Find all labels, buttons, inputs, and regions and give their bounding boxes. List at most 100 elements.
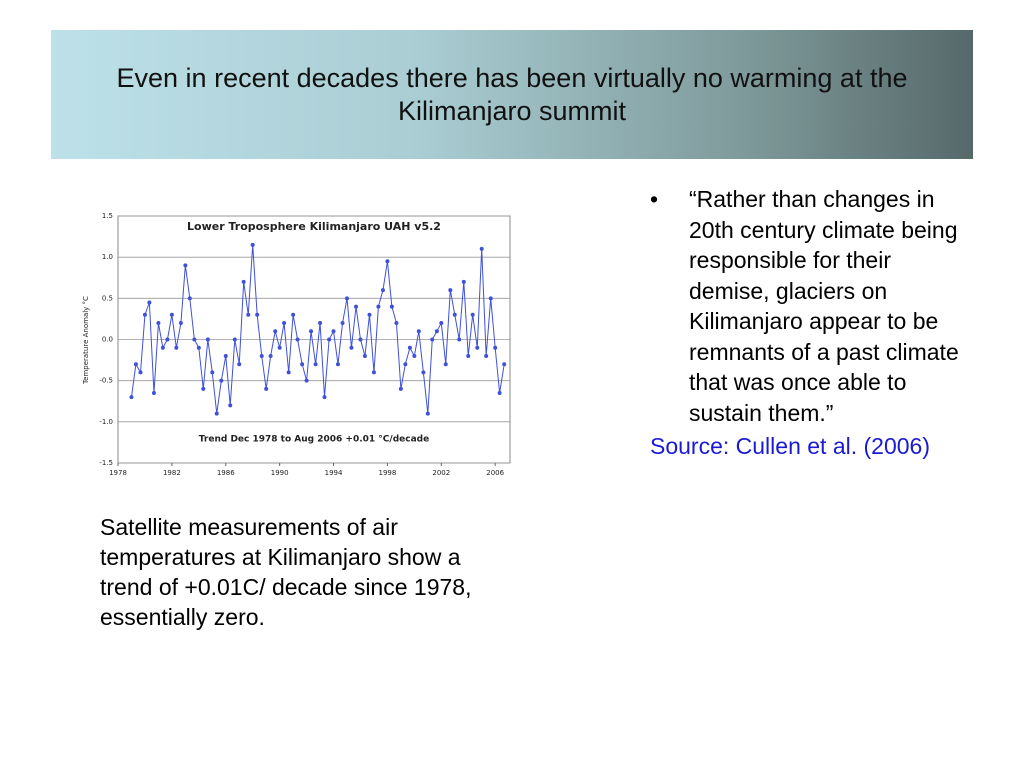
data-point bbox=[466, 353, 471, 358]
slide-title: Even in recent decades there has been vi… bbox=[116, 62, 908, 126]
data-point bbox=[129, 395, 134, 400]
data-point bbox=[425, 411, 430, 416]
bullet-dot: • bbox=[650, 186, 659, 212]
data-point bbox=[367, 312, 372, 317]
data-point bbox=[192, 337, 197, 342]
x-tick-label: 2006 bbox=[486, 469, 504, 477]
data-point bbox=[443, 362, 448, 367]
data-point bbox=[273, 329, 278, 334]
data-point bbox=[421, 370, 426, 375]
data-point bbox=[169, 312, 174, 317]
data-point bbox=[475, 345, 480, 350]
data-point bbox=[479, 246, 484, 251]
data-point bbox=[412, 353, 417, 358]
y-tick-label: 0.5 bbox=[102, 294, 113, 302]
x-tick-label: 1978 bbox=[109, 469, 127, 477]
data-point bbox=[291, 312, 296, 317]
data-point bbox=[403, 362, 408, 367]
bullet: • “Rather than changes in 20th century cl… bbox=[650, 184, 970, 428]
data-point bbox=[295, 337, 300, 342]
data-point bbox=[380, 288, 385, 293]
x-tick-label: 1990 bbox=[271, 469, 289, 477]
data-point bbox=[335, 362, 340, 367]
y-axis-label: Temperature Anomaly °C bbox=[82, 296, 90, 385]
data-point bbox=[133, 362, 138, 367]
data-point bbox=[210, 370, 215, 375]
data-point bbox=[362, 353, 367, 358]
data-point bbox=[484, 353, 489, 358]
data-point bbox=[205, 337, 210, 342]
data-point bbox=[376, 304, 381, 309]
data-point bbox=[322, 395, 327, 400]
data-point bbox=[183, 263, 188, 268]
data-point bbox=[138, 370, 143, 375]
data-point bbox=[385, 259, 390, 264]
data-point bbox=[241, 279, 246, 284]
y-tick-label: -1.0 bbox=[99, 418, 113, 426]
data-point bbox=[313, 362, 318, 367]
y-tick-label: 1.0 bbox=[102, 253, 113, 261]
data-point bbox=[407, 345, 412, 350]
data-point bbox=[327, 337, 332, 342]
data-point bbox=[497, 391, 502, 396]
data-point bbox=[358, 337, 363, 342]
data-point bbox=[219, 378, 224, 383]
data-point bbox=[156, 321, 161, 326]
data-point bbox=[389, 304, 394, 309]
data-point bbox=[470, 312, 475, 317]
series-line bbox=[130, 244, 505, 414]
x-tick-label: 2002 bbox=[432, 469, 450, 477]
data-point bbox=[371, 370, 376, 375]
caption: Satellite measurements of air temperatur… bbox=[100, 514, 472, 630]
data-point bbox=[304, 378, 309, 383]
x-tick-label: 1982 bbox=[163, 469, 181, 477]
title-bar: Even in recent decades there has been vi… bbox=[51, 30, 973, 159]
annotation: Trend Dec 1978 to Aug 2006 +0.01 °C/deca… bbox=[199, 435, 429, 445]
data-point bbox=[232, 337, 237, 342]
data-point bbox=[354, 304, 359, 309]
data-point bbox=[398, 386, 403, 391]
data-point bbox=[201, 386, 206, 391]
data-point bbox=[394, 321, 399, 326]
data-point bbox=[151, 391, 156, 396]
data-point bbox=[255, 312, 260, 317]
data-point bbox=[331, 329, 336, 334]
data-point bbox=[259, 353, 264, 358]
data-point bbox=[246, 312, 251, 317]
x-tick-label: 1994 bbox=[325, 469, 343, 477]
bullet-text: “Rather than changes in 20th century cli… bbox=[689, 186, 959, 426]
data-point bbox=[345, 296, 350, 301]
data-point bbox=[349, 345, 354, 350]
source: Source: Cullen et al. (2006) bbox=[650, 433, 930, 459]
data-point bbox=[452, 312, 457, 317]
data-point bbox=[187, 296, 192, 301]
data-point bbox=[448, 288, 453, 293]
x-tick-label: 1986 bbox=[217, 469, 235, 477]
data-point bbox=[250, 242, 255, 247]
data-point bbox=[264, 386, 269, 391]
data-point bbox=[165, 337, 170, 342]
data-point bbox=[277, 345, 282, 350]
data-point bbox=[196, 345, 201, 350]
data-point bbox=[434, 329, 439, 334]
data-point bbox=[286, 370, 291, 375]
data-point bbox=[282, 321, 287, 326]
data-point bbox=[223, 353, 228, 358]
data-point bbox=[461, 279, 466, 284]
data-point bbox=[309, 329, 314, 334]
data-point bbox=[268, 353, 273, 358]
data-point bbox=[300, 362, 305, 367]
x-tick-label: 1998 bbox=[379, 469, 397, 477]
data-point bbox=[237, 362, 242, 367]
data-point bbox=[174, 345, 179, 350]
data-point bbox=[430, 337, 435, 342]
data-point bbox=[493, 345, 498, 350]
data-point bbox=[142, 312, 147, 317]
data-point bbox=[228, 403, 233, 408]
y-tick-label: 0.0 bbox=[102, 336, 113, 344]
data-point bbox=[214, 411, 219, 416]
data-point bbox=[502, 362, 507, 367]
y-tick-label: 1.5 bbox=[102, 212, 113, 220]
